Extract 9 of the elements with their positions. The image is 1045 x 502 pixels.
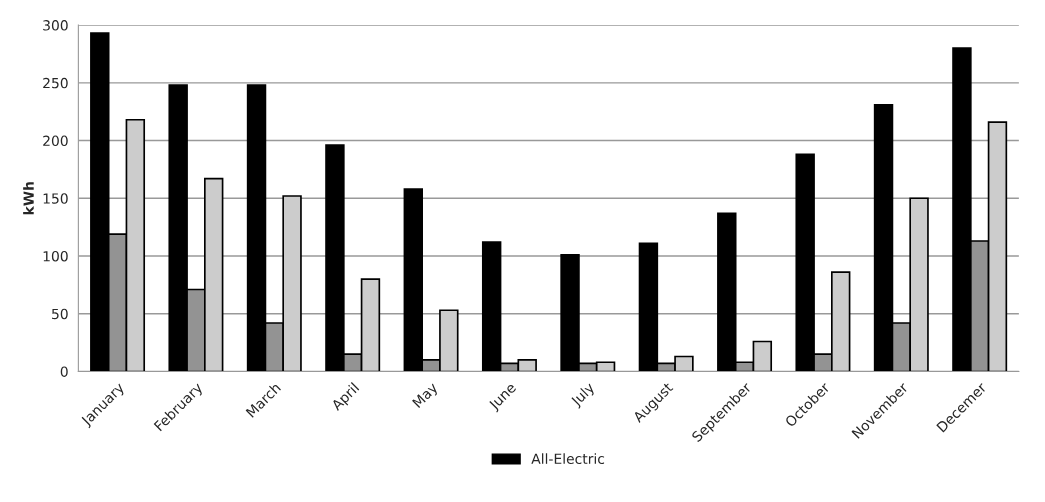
y-tick-label: 0 <box>60 366 68 377</box>
y-tick-label: 250 <box>43 77 68 89</box>
legend-label: All-Electric <box>531 453 605 465</box>
y-tick-label: 150 <box>43 193 68 204</box>
y-axis-title: kWh <box>23 182 34 215</box>
y-tick-label: 50 <box>52 308 68 320</box>
y-tick-label: 300 <box>43 20 68 31</box>
y-tick-label: 100 <box>43 250 68 262</box>
y-tick-label: 200 <box>43 135 68 147</box>
